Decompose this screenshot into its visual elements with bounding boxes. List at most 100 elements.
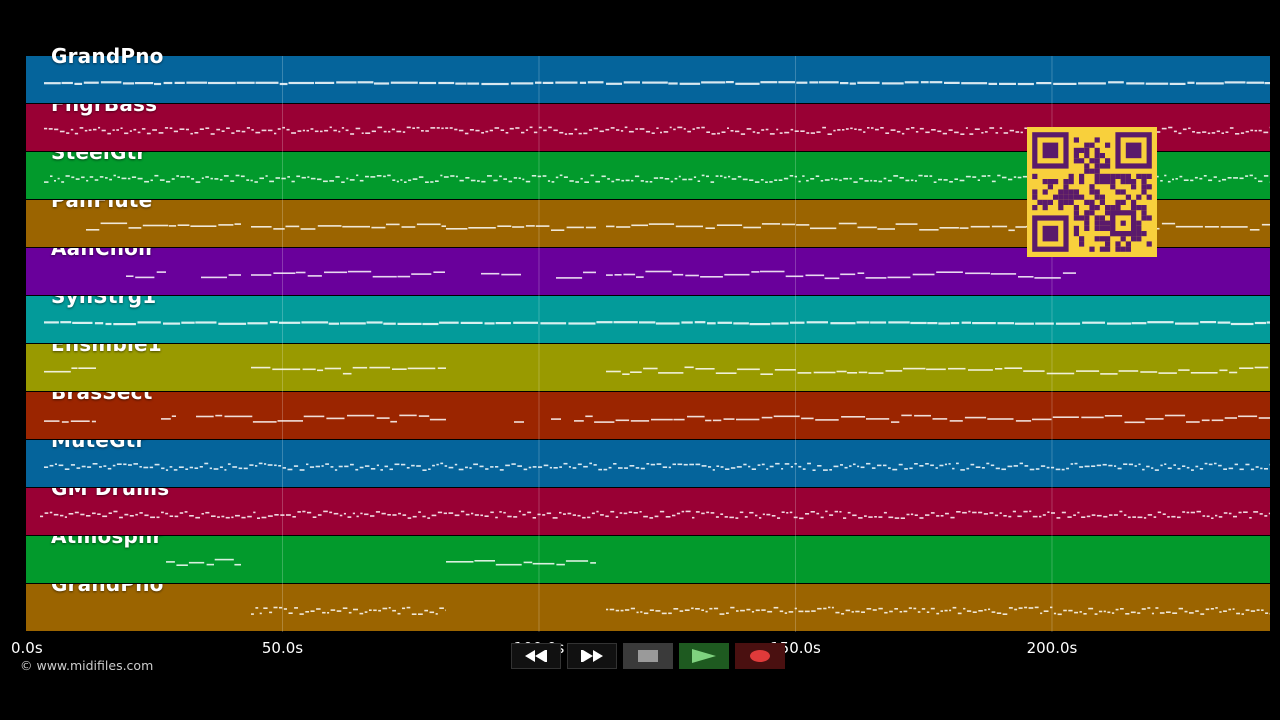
record-button[interactable] [735,643,785,669]
note-mark [835,611,840,614]
note-mark [658,372,684,374]
note-mark [1178,132,1182,135]
note-mark [1091,514,1096,516]
note-mark [436,127,440,129]
stop-icon [638,650,658,662]
note-mark [625,179,630,182]
note-mark [402,131,406,133]
note-mark [416,223,441,226]
note-mark [987,175,991,177]
note-mark [128,227,142,229]
note-mark [278,465,282,467]
note-mark [1002,613,1008,615]
note-mark [743,226,761,229]
time-tick-label: 200.0s [1026,639,1078,657]
note-mark [243,467,248,470]
note-mark [894,517,900,519]
note-mark [981,175,986,177]
note-mark [429,611,435,614]
note-mark [540,322,567,325]
note-mark [577,514,581,517]
note-mark [1023,510,1028,513]
note-mark [1079,466,1084,468]
note-mark [829,469,832,471]
note-mark [383,322,396,325]
note-mark [375,511,380,513]
note-mark [1211,132,1216,134]
note-mark [273,228,285,230]
note-mark [1258,180,1263,183]
note-mark [109,178,112,181]
fast-forward-button[interactable] [567,643,617,669]
note-mark [1053,82,1077,85]
note-mark [1263,175,1269,177]
note-mark [857,272,865,274]
note-mark [786,512,789,514]
track-row[interactable]: GrandPno [26,44,1270,104]
note-mark [769,133,775,135]
note-mark [887,179,892,182]
note-mark [925,514,930,516]
track-row[interactable]: GrandPno [26,572,1270,632]
note-mark [649,181,653,183]
note-mark [1127,516,1131,519]
note-mark [296,175,301,178]
note-mark [310,128,314,130]
note-mark [1081,516,1086,518]
note-mark [620,130,624,132]
note-mark [392,179,396,181]
note-mark [1232,608,1235,610]
note-mark [100,81,122,84]
note-mark [199,128,204,130]
note-mark [901,132,905,135]
note-mark [845,128,849,130]
track-row[interactable]: SynStrg1 [26,284,1270,344]
note-mark [910,179,914,182]
note-mark [75,178,80,180]
track-area[interactable]: GrandPno Atmosphr GM Drums MuteGtr BrasSect E… [26,44,1270,632]
stop-button[interactable] [623,643,673,669]
note-mark [321,465,324,467]
note-mark [201,276,227,279]
note-mark [450,175,455,177]
note-mark [761,416,773,419]
note-mark [406,467,410,469]
rewind-button[interactable] [511,643,561,669]
note-mark [884,611,888,614]
note-mark [990,273,1017,275]
play-button[interactable] [679,643,729,669]
note-mark [190,132,193,135]
note-mark [282,467,286,469]
note-mark [938,178,942,181]
note-mark [219,466,223,468]
note-mark [523,468,528,471]
note-mark [79,127,84,129]
note-mark [755,514,758,517]
note-mark [705,419,712,422]
note-mark [1221,132,1224,134]
note-mark [273,606,278,609]
note-mark [719,613,725,615]
note-mark [771,322,789,325]
note-mark [799,517,804,520]
note-mark [542,175,547,177]
note-mark [1192,131,1195,133]
note-mark [171,178,175,180]
note-mark [238,467,243,470]
note-mark [535,81,542,84]
note-mark [683,463,688,466]
note-mark [877,228,895,230]
note-mark [224,469,227,471]
note-mark [925,463,929,465]
note-mark [214,178,219,180]
note-mark [529,126,533,129]
note-mark [723,418,735,420]
note-mark [83,81,99,84]
note-mark [866,418,890,420]
note-mark [57,177,60,180]
note-mark [1249,174,1253,177]
note-mark [685,274,699,277]
note-mark [840,82,849,85]
note-mark [883,511,887,514]
note-mark [338,130,341,133]
